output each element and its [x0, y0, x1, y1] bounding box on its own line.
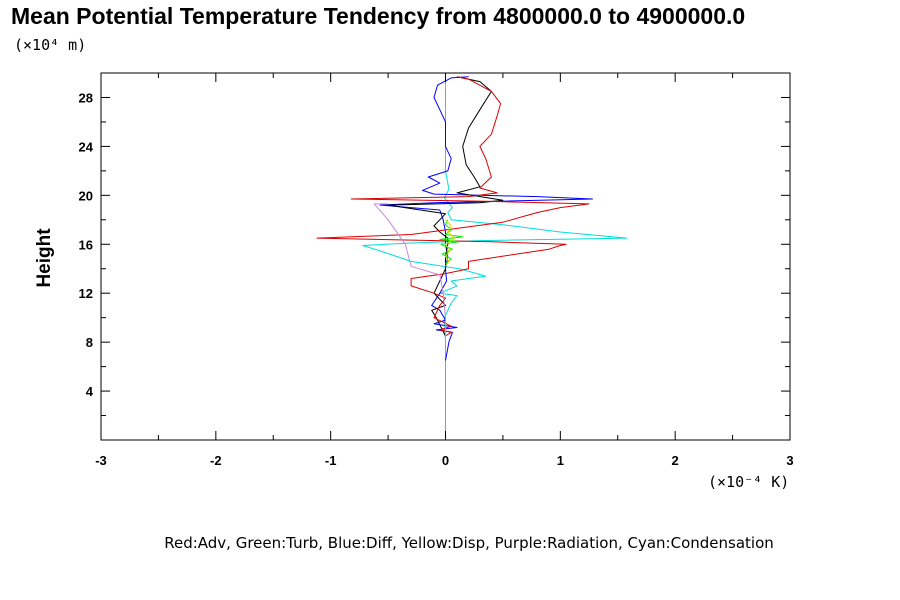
y-axis-label: Height [34, 228, 55, 288]
series-line-7 [445, 219, 456, 267]
x-tick-label: 3 [786, 453, 793, 468]
y-tick-label: 24 [79, 139, 94, 154]
series-layer [316, 76, 628, 440]
y-unit-label: (×10⁴ m) [14, 36, 86, 54]
y-tick-label: 16 [79, 237, 93, 252]
chart-title: Mean Potential Temperature Tendency from… [11, 3, 745, 29]
series-line-2 [379, 76, 593, 361]
series-line-1 [362, 76, 628, 440]
y-tick-label: 12 [79, 286, 93, 301]
y-tick-label: 4 [86, 384, 94, 399]
y-tick-label: 20 [79, 188, 93, 203]
x-tick-label: -2 [210, 453, 222, 468]
series-line-4 [316, 76, 590, 337]
series-line-3 [387, 76, 504, 337]
series-line-5 [373, 203, 446, 336]
y-tick-label: 8 [86, 335, 93, 350]
series-line-6 [439, 219, 464, 265]
legend: Red:Adv, Green:Turb, Blue:Diff, Yellow:D… [164, 534, 774, 552]
x-tick-label: 1 [557, 453, 564, 468]
x-tick-label: 2 [672, 453, 679, 468]
x-tick-label: -3 [95, 453, 107, 468]
x-unit-label: (×10⁻⁴ K) [708, 473, 789, 491]
y-tick-label: 28 [79, 90, 93, 105]
x-tick-label: 0 [442, 453, 449, 468]
x-tick-label: -1 [325, 453, 337, 468]
